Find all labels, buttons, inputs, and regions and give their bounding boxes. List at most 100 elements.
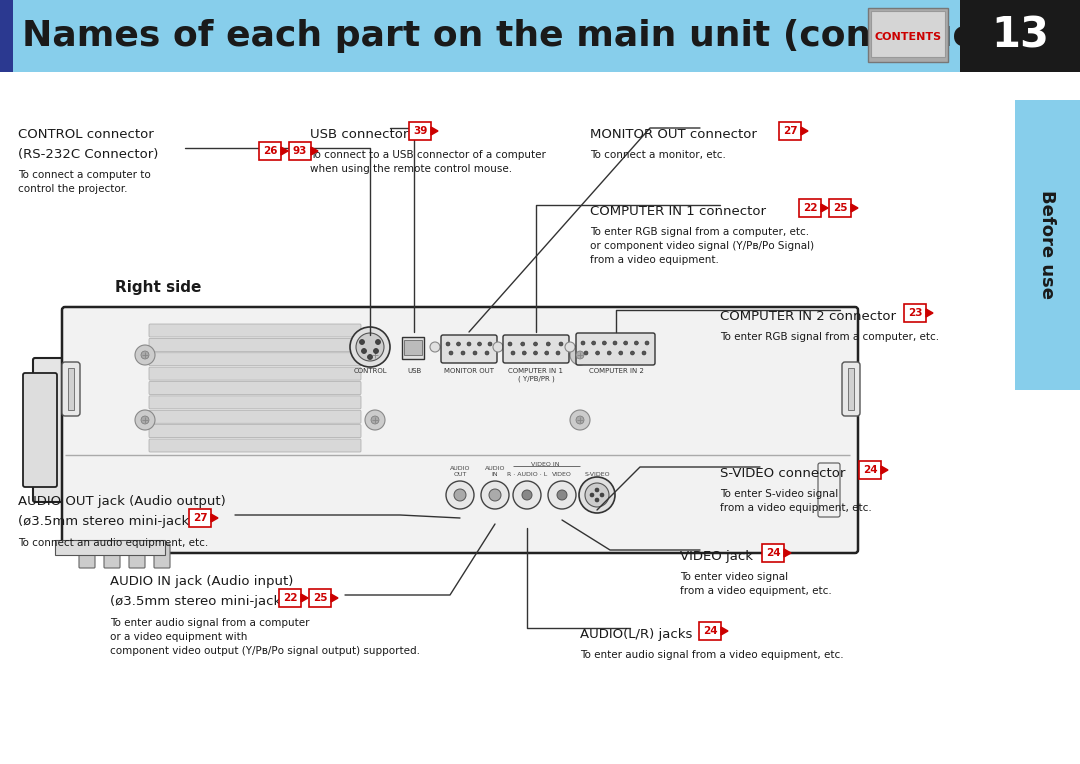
Circle shape <box>485 351 489 355</box>
Text: COMPUTER IN 2 connector: COMPUTER IN 2 connector <box>720 310 896 323</box>
Circle shape <box>645 341 649 345</box>
Circle shape <box>595 498 599 502</box>
FancyBboxPatch shape <box>0 0 960 72</box>
Circle shape <box>454 489 465 501</box>
Text: when using the remote control mouse.: when using the remote control mouse. <box>310 164 512 174</box>
Text: or component video signal (Y/Pʙ/Pᴏ Signal): or component video signal (Y/Pʙ/Pᴏ Signa… <box>590 241 814 251</box>
Circle shape <box>446 342 450 346</box>
Text: AUDIO OUT jack (Audio output): AUDIO OUT jack (Audio output) <box>18 495 226 508</box>
Circle shape <box>489 489 501 501</box>
Text: (ø3.5mm stereo mini-jack): (ø3.5mm stereo mini-jack) <box>110 595 286 608</box>
Polygon shape <box>721 627 728 635</box>
Text: CONTENTS: CONTENTS <box>875 32 942 42</box>
Circle shape <box>513 481 541 509</box>
Text: COMPUTER IN 1 connector: COMPUTER IN 1 connector <box>590 205 766 218</box>
FancyBboxPatch shape <box>868 8 948 62</box>
FancyBboxPatch shape <box>842 362 860 416</box>
Text: VIDEO: VIDEO <box>552 472 572 477</box>
Text: To connect an audio equipment, etc.: To connect an audio equipment, etc. <box>18 538 208 548</box>
Text: To connect a monitor, etc.: To connect a monitor, etc. <box>590 150 726 160</box>
Circle shape <box>581 341 585 345</box>
Circle shape <box>548 481 576 509</box>
Circle shape <box>473 351 477 355</box>
FancyBboxPatch shape <box>1015 100 1080 390</box>
Circle shape <box>521 342 525 346</box>
Polygon shape <box>301 594 308 602</box>
Circle shape <box>446 481 474 509</box>
Text: To enter RGB signal from a computer, etc.: To enter RGB signal from a computer, etc… <box>720 332 940 342</box>
Text: Names of each part on the main unit (continued): Names of each part on the main unit (con… <box>22 19 1020 53</box>
Circle shape <box>576 416 584 424</box>
Text: 24: 24 <box>766 548 781 558</box>
Circle shape <box>477 342 482 346</box>
Circle shape <box>603 341 606 345</box>
FancyBboxPatch shape <box>149 367 361 380</box>
FancyBboxPatch shape <box>55 540 165 555</box>
Circle shape <box>570 410 590 430</box>
Text: (RS-232C Connector): (RS-232C Connector) <box>18 148 159 161</box>
Text: 23: 23 <box>908 308 922 318</box>
Circle shape <box>595 351 599 355</box>
Circle shape <box>544 351 549 355</box>
Text: 22: 22 <box>802 203 818 213</box>
Circle shape <box>607 351 611 355</box>
Text: 26: 26 <box>262 146 278 156</box>
FancyBboxPatch shape <box>848 368 854 410</box>
Polygon shape <box>431 127 438 135</box>
Circle shape <box>546 342 550 346</box>
Polygon shape <box>281 147 288 155</box>
Text: control the projector.: control the projector. <box>18 184 127 194</box>
Text: from a video equipment, etc.: from a video equipment, etc. <box>720 503 872 513</box>
Polygon shape <box>851 204 858 212</box>
Circle shape <box>141 351 149 359</box>
Polygon shape <box>881 466 888 474</box>
Text: CONTROL connector: CONTROL connector <box>18 128 153 141</box>
Text: S-VIDEO connector: S-VIDEO connector <box>720 467 846 480</box>
Text: 24: 24 <box>863 465 877 475</box>
Text: 22: 22 <box>283 593 297 603</box>
Text: VIDEO jack: VIDEO jack <box>680 550 753 563</box>
Circle shape <box>631 351 634 355</box>
Text: To enter S-video signal: To enter S-video signal <box>720 489 838 499</box>
FancyBboxPatch shape <box>79 544 95 568</box>
Text: Before use: Before use <box>1039 190 1056 299</box>
Circle shape <box>430 342 440 352</box>
Polygon shape <box>801 127 808 135</box>
Circle shape <box>634 341 638 345</box>
Circle shape <box>356 333 384 361</box>
Text: Right side: Right side <box>114 280 201 295</box>
FancyBboxPatch shape <box>870 11 945 57</box>
FancyBboxPatch shape <box>409 122 431 140</box>
Circle shape <box>508 342 512 346</box>
Text: USB: USB <box>407 368 421 374</box>
Polygon shape <box>926 309 933 317</box>
Text: R · AUDIO · L: R · AUDIO · L <box>507 472 548 477</box>
Circle shape <box>461 351 465 355</box>
Polygon shape <box>211 514 218 522</box>
Circle shape <box>584 351 588 355</box>
Text: COMPUTER IN 2: COMPUTER IN 2 <box>589 368 644 374</box>
Text: To connect a computer to: To connect a computer to <box>18 170 151 180</box>
Text: component video output (Y/Pʙ/Pᴏ signal output) supported.: component video output (Y/Pʙ/Pᴏ signal o… <box>110 646 420 656</box>
Circle shape <box>576 351 584 359</box>
FancyBboxPatch shape <box>149 381 361 394</box>
Circle shape <box>642 351 646 355</box>
FancyBboxPatch shape <box>404 340 422 355</box>
FancyBboxPatch shape <box>576 333 654 365</box>
FancyBboxPatch shape <box>149 410 361 423</box>
Circle shape <box>623 341 627 345</box>
Text: 93: 93 <box>293 146 307 156</box>
Text: AUDIO IN jack (Audio input): AUDIO IN jack (Audio input) <box>110 575 294 588</box>
Text: AUDIO
IN: AUDIO IN <box>485 466 505 477</box>
Polygon shape <box>784 549 791 557</box>
FancyBboxPatch shape <box>309 589 330 607</box>
FancyBboxPatch shape <box>779 122 801 140</box>
Circle shape <box>362 348 366 354</box>
FancyBboxPatch shape <box>68 368 75 410</box>
FancyBboxPatch shape <box>149 353 361 366</box>
FancyBboxPatch shape <box>829 199 851 217</box>
Polygon shape <box>330 594 338 602</box>
Circle shape <box>559 342 563 346</box>
Text: 25: 25 <box>833 203 847 213</box>
FancyBboxPatch shape <box>129 544 145 568</box>
